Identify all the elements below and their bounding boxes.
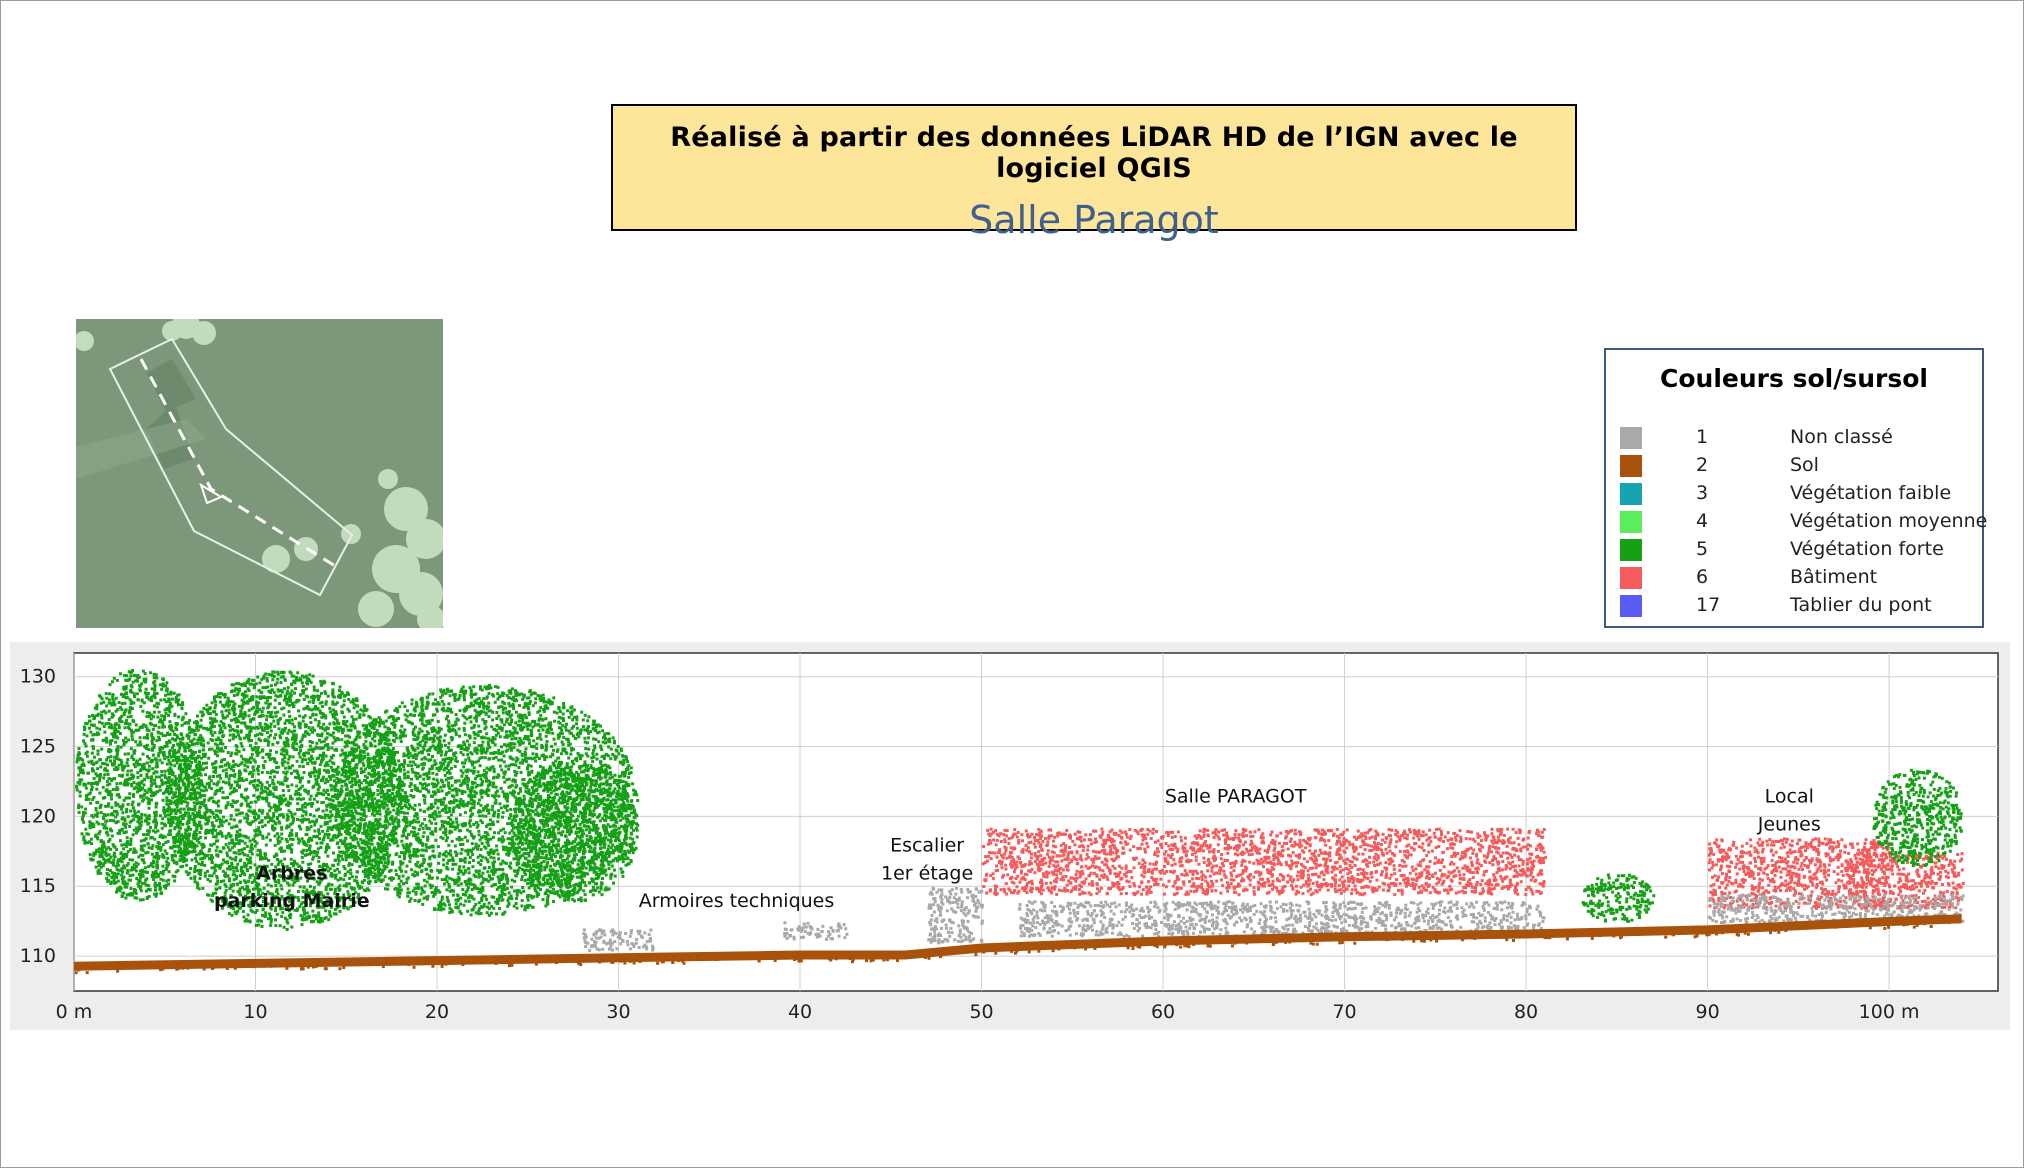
- legend-code: 6: [1696, 566, 1709, 588]
- minimap-trees: [74, 311, 446, 633]
- point-cloud-feature: [1018, 900, 1546, 939]
- profile-annotation: Salle PARAGOT: [1165, 785, 1307, 807]
- point-cloud-feature: [1581, 873, 1656, 923]
- point-cloud-feature: [75, 669, 204, 902]
- direction-arrow-icon: [199, 482, 224, 505]
- legend-swatch: [1620, 595, 1642, 617]
- legend-title: Couleurs sol/sursol: [1660, 364, 1928, 393]
- legend-item: 5 Végétation forte: [1620, 537, 1980, 563]
- profile-annotation: parking Mairie: [214, 890, 370, 912]
- y-tick-label: 130: [20, 666, 56, 688]
- legend-code: 1: [1696, 426, 1709, 448]
- legend-code: 17: [1696, 594, 1721, 616]
- legend-label: Végétation faible: [1790, 482, 1952, 504]
- y-tick-label: 120: [20, 805, 56, 827]
- legend-code: 4: [1696, 510, 1709, 532]
- legend-swatch: [1620, 483, 1642, 505]
- legend-swatch: [1620, 427, 1642, 449]
- legend-item: 6 Bâtiment: [1620, 565, 1980, 591]
- point-cloud-feature: [783, 921, 849, 941]
- legend-label: Non classé: [1790, 426, 1893, 448]
- legend-label: Végétation forte: [1790, 538, 1944, 560]
- x-tick-label: 60: [1151, 1001, 1175, 1023]
- page-subtitle: Salle Paragot: [969, 198, 1219, 242]
- profile-annotation: Armoires techniques: [639, 890, 835, 912]
- elevation-profile-chart: 0 m 10 20 30 40 50 60 70 80 90 100 m 110 115 120 125 1…: [10, 642, 2010, 1030]
- x-tick-label: 40: [788, 1001, 812, 1023]
- point-cloud-feature: [582, 928, 655, 952]
- legend-code: 2: [1696, 454, 1709, 476]
- class-legend: Couleurs sol/sursol 1 Non classé 2 Sol 3…: [1604, 348, 1987, 628]
- x-tick-label: 70: [1332, 1001, 1356, 1023]
- legend-label: Tablier du pont: [1790, 594, 1932, 616]
- profile-annotation: Arbres: [256, 862, 327, 884]
- legend-swatch: [1620, 539, 1642, 561]
- legend-swatch: [1620, 455, 1642, 477]
- legend-item: 1 Non classé: [1620, 425, 1980, 451]
- profile-corridor: [108, 337, 354, 597]
- point-cloud-feature: [1707, 837, 1892, 910]
- legend-code: 3: [1696, 482, 1709, 504]
- x-tick-label: 100 m: [1859, 1001, 1920, 1023]
- legend-item: 3 Végétation faible: [1620, 481, 1980, 507]
- plot-area: [73, 652, 1999, 992]
- minimap-road: [76, 419, 206, 479]
- x-tick-label: 80: [1514, 1001, 1538, 1023]
- y-tick-label: 110: [20, 945, 56, 967]
- x-tick-label: 90: [1695, 1001, 1719, 1023]
- legend-item: 4 Végétation moyenne: [1620, 509, 1987, 535]
- aerial-minimap: [74, 311, 446, 633]
- legend-code: 5: [1696, 538, 1709, 560]
- x-tick-label: 0 m: [56, 1001, 93, 1023]
- title-banner: Réalisé à partir des données LiDAR HD de…: [611, 104, 1577, 242]
- x-tick-label: 20: [425, 1001, 449, 1023]
- ground-points: [74, 915, 1951, 975]
- point-cloud-feature: [510, 760, 640, 903]
- profile-annotation: Jeunes: [1757, 813, 1821, 835]
- y-tick-label: 125: [20, 736, 56, 758]
- profile-line: [139, 358, 341, 571]
- point-cloud-feature: [1872, 768, 1963, 867]
- legend-swatch: [1620, 511, 1642, 533]
- legend-label: Bâtiment: [1790, 566, 1878, 588]
- x-tick-label: 10: [243, 1001, 267, 1023]
- profile-svg: 0 m 10 20 30 40 50 60 70 80 90 100 m 110 115 120 125 1…: [20, 652, 1999, 1023]
- profile-annotation: Local: [1765, 785, 1814, 807]
- page-title: Réalisé à partir des données LiDAR HD de…: [670, 122, 1518, 184]
- legend-item: 2 Sol: [1620, 453, 1980, 479]
- y-tick-label: 115: [20, 875, 56, 897]
- legend-swatch: [1620, 567, 1642, 589]
- profile-annotation: Escalier: [890, 834, 964, 856]
- point-cloud-feature: [927, 886, 984, 945]
- profile-annotation: 1er étage: [881, 862, 973, 884]
- legend-item: 17 Tablier du pont: [1620, 593, 1980, 619]
- x-tick-label: 50: [969, 1001, 993, 1023]
- x-tick-label: 30: [606, 1001, 630, 1023]
- point-cloud-feature: [981, 827, 1548, 897]
- legend-label: Végétation moyenne: [1790, 510, 1988, 532]
- legend-label: Sol: [1790, 454, 1819, 476]
